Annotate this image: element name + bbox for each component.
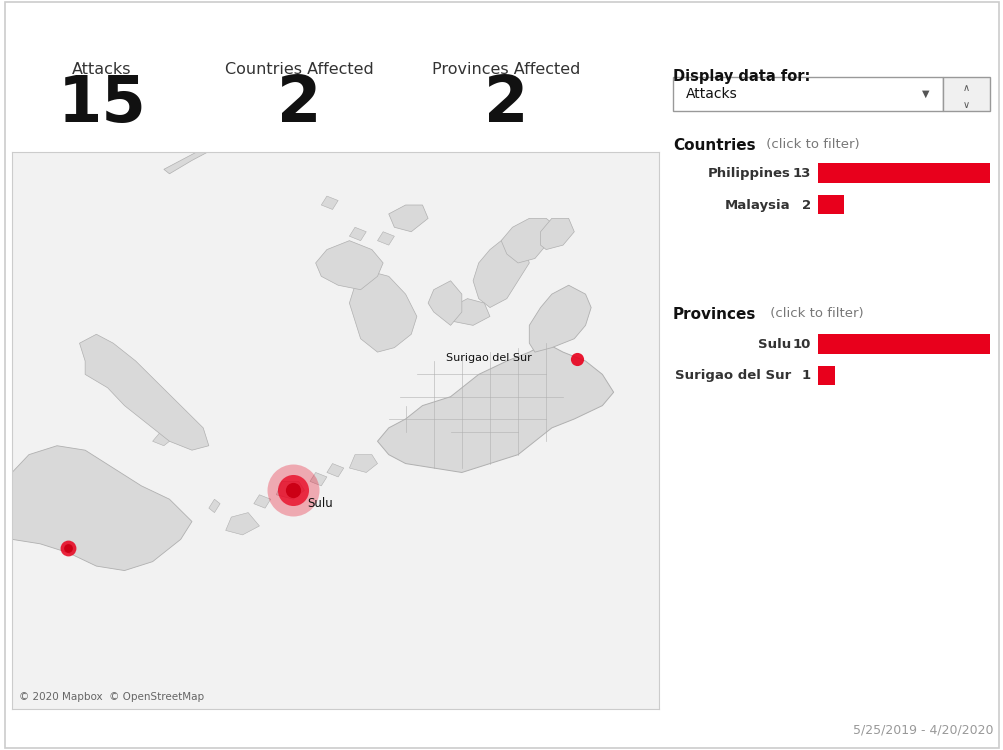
Text: 2: 2 xyxy=(277,73,321,135)
Polygon shape xyxy=(254,495,271,508)
Text: © 2020 Mapbox  © OpenStreetMap: © 2020 Mapbox © OpenStreetMap xyxy=(18,692,204,702)
Text: ∨: ∨ xyxy=(962,100,969,110)
Polygon shape xyxy=(450,298,489,326)
Polygon shape xyxy=(310,472,327,486)
Polygon shape xyxy=(79,334,209,450)
Polygon shape xyxy=(427,280,461,326)
Text: Areas of Operation - 12 Month Overview: Areas of Operation - 12 Month Overview xyxy=(12,18,518,38)
Polygon shape xyxy=(12,446,192,571)
Text: Countries: Countries xyxy=(672,138,754,153)
Polygon shape xyxy=(377,344,613,472)
Text: Provinces Affected: Provinces Affected xyxy=(432,62,580,76)
Text: 1: 1 xyxy=(801,370,810,382)
Text: Attacks: Attacks xyxy=(72,62,131,76)
Bar xyxy=(817,365,834,385)
Polygon shape xyxy=(472,236,529,308)
Text: Malaysia: Malaysia xyxy=(724,199,790,211)
Text: Provinces: Provinces xyxy=(672,308,755,322)
Polygon shape xyxy=(540,218,574,250)
Bar xyxy=(817,334,989,354)
Point xyxy=(60,542,76,554)
Polygon shape xyxy=(163,152,209,174)
FancyBboxPatch shape xyxy=(672,77,942,111)
Text: 2: 2 xyxy=(801,199,810,211)
Point xyxy=(285,484,301,496)
Point xyxy=(569,352,585,364)
Polygon shape xyxy=(349,454,377,472)
Text: Surigao del Sur: Surigao del Sur xyxy=(674,370,790,382)
Text: 2: 2 xyxy=(483,73,529,135)
Text: Attacks: Attacks xyxy=(686,87,737,101)
Polygon shape xyxy=(349,227,366,241)
Polygon shape xyxy=(377,232,394,245)
Bar xyxy=(817,194,844,214)
Text: 5/25/2019 - 4/20/2020: 5/25/2019 - 4/20/2020 xyxy=(852,724,992,736)
Text: Sulu: Sulu xyxy=(757,338,790,351)
Text: ∧: ∧ xyxy=(962,83,969,93)
Polygon shape xyxy=(388,205,427,232)
Text: 15: 15 xyxy=(57,73,146,135)
Polygon shape xyxy=(529,285,591,352)
Text: Surigao del Sur: Surigao del Sur xyxy=(446,353,532,363)
FancyBboxPatch shape xyxy=(942,77,989,111)
Polygon shape xyxy=(209,500,220,512)
Text: Philippines: Philippines xyxy=(707,167,790,180)
Text: 13: 13 xyxy=(792,167,810,180)
Point xyxy=(285,484,301,496)
Text: ▼: ▼ xyxy=(921,89,929,99)
Point xyxy=(60,542,76,554)
Text: (click to filter): (click to filter) xyxy=(761,138,859,151)
Polygon shape xyxy=(315,241,383,290)
Text: Countries Affected: Countries Affected xyxy=(225,62,373,76)
Polygon shape xyxy=(276,482,304,500)
Polygon shape xyxy=(500,218,557,263)
Polygon shape xyxy=(349,272,416,352)
Text: Display data for:: Display data for: xyxy=(672,69,809,84)
Polygon shape xyxy=(152,428,175,445)
Polygon shape xyxy=(226,512,259,535)
Text: (click to filter): (click to filter) xyxy=(764,308,863,320)
Point xyxy=(285,484,301,496)
Text: 10: 10 xyxy=(792,338,810,351)
Text: Sulu: Sulu xyxy=(307,497,333,510)
Bar xyxy=(817,164,989,183)
Polygon shape xyxy=(321,196,338,209)
Polygon shape xyxy=(327,464,343,477)
